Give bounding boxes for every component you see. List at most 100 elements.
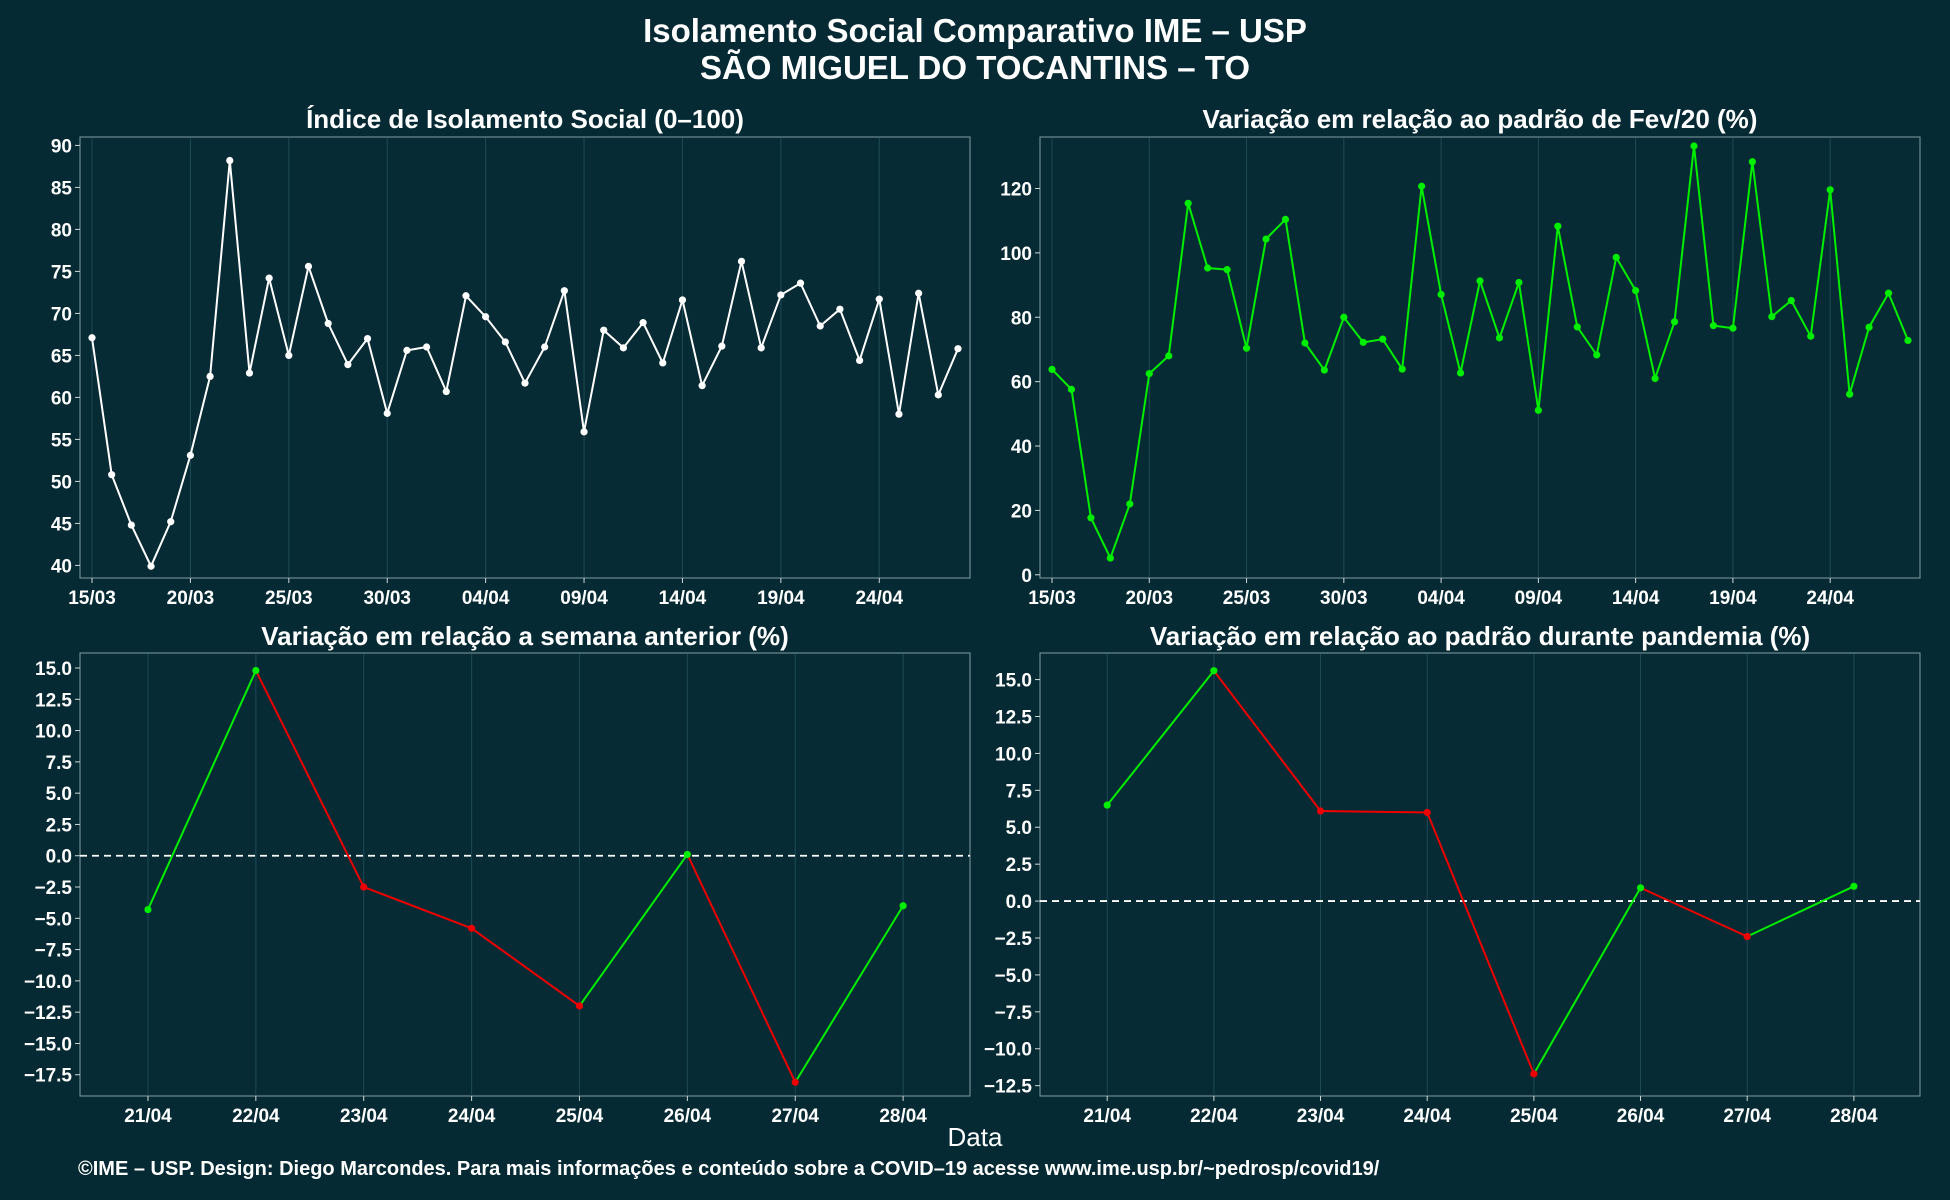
- plot-area: [1039, 136, 1921, 579]
- data-point: [737, 257, 746, 265]
- data-point: [1456, 369, 1465, 377]
- data-point: [1316, 807, 1325, 815]
- data-point: [895, 410, 903, 418]
- x-tick-label: 20/03: [1125, 588, 1173, 609]
- y-tick-label: 60: [51, 388, 72, 409]
- y-tick-label: 85: [51, 178, 73, 199]
- chart-title: Variação em relação a semana anterior (%…: [261, 621, 789, 651]
- data-point: [1554, 222, 1562, 230]
- data-point: [875, 295, 883, 303]
- y-tick-label: −17.5: [24, 1066, 73, 1087]
- data-point: [383, 409, 391, 417]
- x-tick-label: 21/04: [1083, 1106, 1131, 1127]
- data-point: [167, 518, 175, 526]
- footer-credit: ©IME – USP. Design: Diego Marcondes. Par…: [78, 1158, 1380, 1180]
- data-point: [1210, 667, 1218, 675]
- y-tick-label: 10.0: [35, 722, 72, 743]
- data-point: [698, 382, 706, 390]
- y-tick-label: 7.5: [46, 753, 73, 774]
- data-point: [1709, 322, 1718, 330]
- data-point: [836, 305, 844, 313]
- data-point: [600, 326, 608, 334]
- series-segment: [1746, 885, 1855, 938]
- main-title-line1: Isolamento Social Comparativo IME – USP: [643, 12, 1307, 49]
- y-tick-label: −12.5: [24, 1003, 73, 1024]
- series-segment: [794, 905, 904, 1083]
- data-point: [1904, 336, 1912, 345]
- data-point: [1515, 278, 1523, 287]
- x-tick-label: 26/04: [1617, 1106, 1665, 1127]
- data-point: [1223, 266, 1231, 274]
- data-point: [1748, 158, 1756, 166]
- data-point: [245, 369, 254, 377]
- data-point: [954, 345, 962, 353]
- data-point: [1087, 514, 1095, 522]
- data-point: [1476, 277, 1484, 285]
- chart-title: Variação em relação ao padrão durante pa…: [1150, 621, 1810, 651]
- data-point: [1048, 365, 1056, 374]
- data-point: [575, 1002, 584, 1010]
- data-point: [501, 338, 509, 346]
- x-tick-label: 15/03: [68, 588, 116, 609]
- y-tick-label: 80: [1011, 308, 1032, 329]
- y-tick-label: 80: [51, 220, 72, 241]
- chart-panel-1: Índice de Isolamento Social (0–100) 15/03…: [51, 104, 971, 609]
- data-point: [88, 334, 96, 342]
- y-tick-label: 40: [51, 556, 72, 577]
- data-point: [1884, 289, 1893, 297]
- series-segment: [147, 670, 257, 910]
- y-tick-label: 5.0: [46, 784, 72, 805]
- data-point: [1103, 801, 1111, 809]
- data-point: [1768, 313, 1776, 321]
- data-point: [1418, 182, 1426, 190]
- x-tick-label: 30/03: [1320, 588, 1368, 609]
- y-tick-label: 2.5: [46, 815, 73, 836]
- y-tick-label: 12.5: [995, 707, 1032, 728]
- x-tick-label: 25/03: [1223, 588, 1271, 609]
- data-point: [1593, 351, 1601, 359]
- data-point: [899, 902, 907, 910]
- series-segment: [471, 927, 581, 1007]
- series-segment: [1640, 886, 1748, 938]
- data-point: [127, 521, 135, 529]
- data-point: [482, 313, 490, 321]
- data-point: [206, 372, 214, 380]
- data-point: [1145, 369, 1153, 378]
- x-tick-label: 26/04: [664, 1106, 712, 1127]
- y-tick-label: 60: [1011, 373, 1032, 394]
- x-tick-label: 22/04: [232, 1106, 280, 1127]
- data-point: [1106, 554, 1114, 562]
- data-point: [226, 156, 234, 165]
- x-tick-label: 04/04: [462, 588, 510, 609]
- x-tick-label: 23/04: [1297, 1106, 1345, 1127]
- y-tick-label: 12.5: [35, 690, 72, 711]
- y-tick-label: 0.0: [1006, 892, 1032, 913]
- data-point: [1743, 932, 1751, 941]
- data-point: [934, 391, 942, 399]
- data-point: [1850, 882, 1858, 890]
- data-point: [1690, 142, 1698, 150]
- x-tick-label: 23/04: [340, 1106, 388, 1127]
- y-tick-label: 15.0: [35, 659, 72, 680]
- data-point: [1398, 365, 1406, 373]
- data-point: [442, 387, 450, 396]
- series-segment: [1320, 810, 1428, 814]
- series-segment: [1426, 812, 1535, 1075]
- series-segment: [254, 670, 365, 888]
- data-point: [1826, 186, 1834, 194]
- x-tick-label: 21/04: [124, 1106, 172, 1127]
- plot-area: [79, 136, 971, 579]
- y-tick-label: −2.5: [34, 878, 72, 899]
- data-point: [1262, 235, 1270, 243]
- y-tick-label: 100: [1000, 244, 1032, 265]
- data-point: [1242, 344, 1251, 352]
- y-tick-label: 45: [51, 514, 73, 535]
- data-point: [1423, 808, 1431, 817]
- y-tick-label: −7.5: [34, 941, 72, 962]
- data-point: [1651, 374, 1659, 383]
- x-tick-label: 04/04: [1417, 588, 1465, 609]
- data-point: [1807, 332, 1815, 340]
- data-point: [1126, 500, 1134, 508]
- series-segment: [1532, 887, 1642, 1075]
